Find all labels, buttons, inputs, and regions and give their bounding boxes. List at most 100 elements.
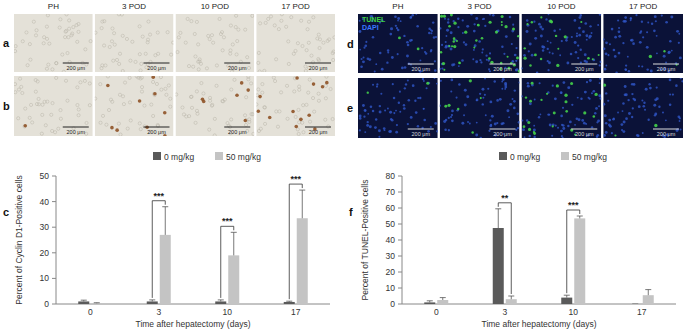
nucleus [533, 21, 535, 23]
cell-outline [251, 113, 254, 116]
nucleus [678, 33, 680, 35]
cell-outline [263, 106, 266, 109]
nucleus [388, 130, 391, 133]
nucleus [642, 105, 645, 108]
nucleus [493, 80, 495, 82]
tunel-signal [570, 82, 573, 85]
cell-outline [106, 76, 109, 78]
cell-outline [202, 92, 205, 95]
nucleus [361, 58, 363, 60]
nucleus [428, 32, 430, 34]
nucleus [654, 98, 657, 101]
nucleus [516, 113, 519, 116]
scale-bar-label: 200 μm [657, 66, 676, 72]
cell-outline [251, 14, 254, 17]
nucleus [393, 97, 396, 100]
y-tick-label: 0 [390, 299, 395, 309]
cell-outline [285, 84, 288, 87]
cell-outline [40, 132, 43, 135]
tunel-signal [594, 93, 597, 96]
nucleus [577, 44, 579, 46]
nucleus [364, 109, 367, 112]
nucleus [589, 98, 591, 100]
nucleus [676, 129, 679, 132]
cell-outline [123, 81, 126, 84]
cell-outline [231, 43, 234, 46]
y-tick-label: 30 [386, 251, 396, 261]
cell-outline [21, 91, 24, 94]
x-tick-label: 3 [156, 307, 161, 317]
nucleus [436, 130, 438, 133]
nucleus [605, 92, 607, 94]
nucleus [411, 14, 414, 16]
image-background [440, 14, 520, 73]
cell-outline [229, 52, 232, 55]
nucleus [440, 68, 441, 70]
panel-label: e [347, 102, 353, 114]
nucleus [607, 100, 609, 102]
nucleus [618, 52, 621, 55]
tunel-signal [451, 45, 453, 47]
nucleus [406, 41, 409, 44]
micrograph: 200 μm [13, 76, 92, 136]
cell-outline [67, 27, 70, 30]
nucleus [535, 30, 537, 32]
error-stem [648, 290, 649, 296]
tunel-signal [450, 14, 453, 16]
cell-outline [220, 31, 223, 34]
stained-nucleus [235, 93, 239, 97]
error-stem [511, 296, 512, 299]
tunel-signal [526, 23, 528, 25]
nucleus [597, 119, 600, 122]
nucleus [380, 93, 382, 95]
error-cap [564, 295, 570, 296]
stained-nucleus [244, 119, 248, 123]
stained-nucleus [325, 81, 329, 85]
tunel-signal [593, 115, 596, 118]
image-background [358, 78, 438, 138]
image-grid: PH3 POD10 POD17 PODa200 μm200 μm200 μm20… [3, 2, 336, 138]
nucleus [485, 55, 487, 57]
nucleus [367, 113, 369, 115]
nucleus [396, 124, 398, 126]
cell-outline [221, 99, 224, 102]
nucleus [584, 91, 587, 94]
nucleus [524, 136, 526, 138]
tunel-signal [426, 82, 429, 85]
nucleus [372, 84, 374, 86]
nucleus [650, 70, 653, 73]
bracket-leg [165, 201, 166, 205]
nucleus [367, 121, 369, 123]
cell-outline [51, 101, 54, 104]
micrograph: 200 μm [255, 75, 335, 136]
nucleus [445, 41, 447, 43]
cell-outline [140, 76, 143, 79]
cell-outline [139, 69, 142, 72]
cell-outline [305, 49, 308, 52]
scale-bar [224, 63, 250, 64]
cell-outline [138, 53, 141, 56]
cell-outline [229, 24, 232, 27]
cell-outline [244, 123, 247, 126]
nucleus [359, 117, 362, 120]
nucleus [672, 93, 674, 95]
significance-bracket: *** [221, 216, 234, 298]
error-bar [632, 304, 638, 305]
cell-outline [126, 127, 129, 130]
scale-bar-label: 200 μm [309, 65, 328, 71]
cell-outline [308, 120, 311, 123]
nucleus [513, 107, 516, 110]
cell-outline [85, 121, 88, 124]
bar [78, 301, 89, 304]
cell-outline [154, 54, 157, 57]
nucleus [559, 28, 561, 30]
nucleus [389, 111, 392, 114]
nucleus [649, 87, 652, 90]
nucleus [491, 115, 494, 118]
tunel-signal [523, 125, 526, 128]
nucleus [392, 83, 394, 85]
nucleus [405, 83, 407, 85]
nucleus [470, 14, 472, 15]
scale-bar [144, 127, 170, 128]
cell-outline [156, 70, 159, 72]
